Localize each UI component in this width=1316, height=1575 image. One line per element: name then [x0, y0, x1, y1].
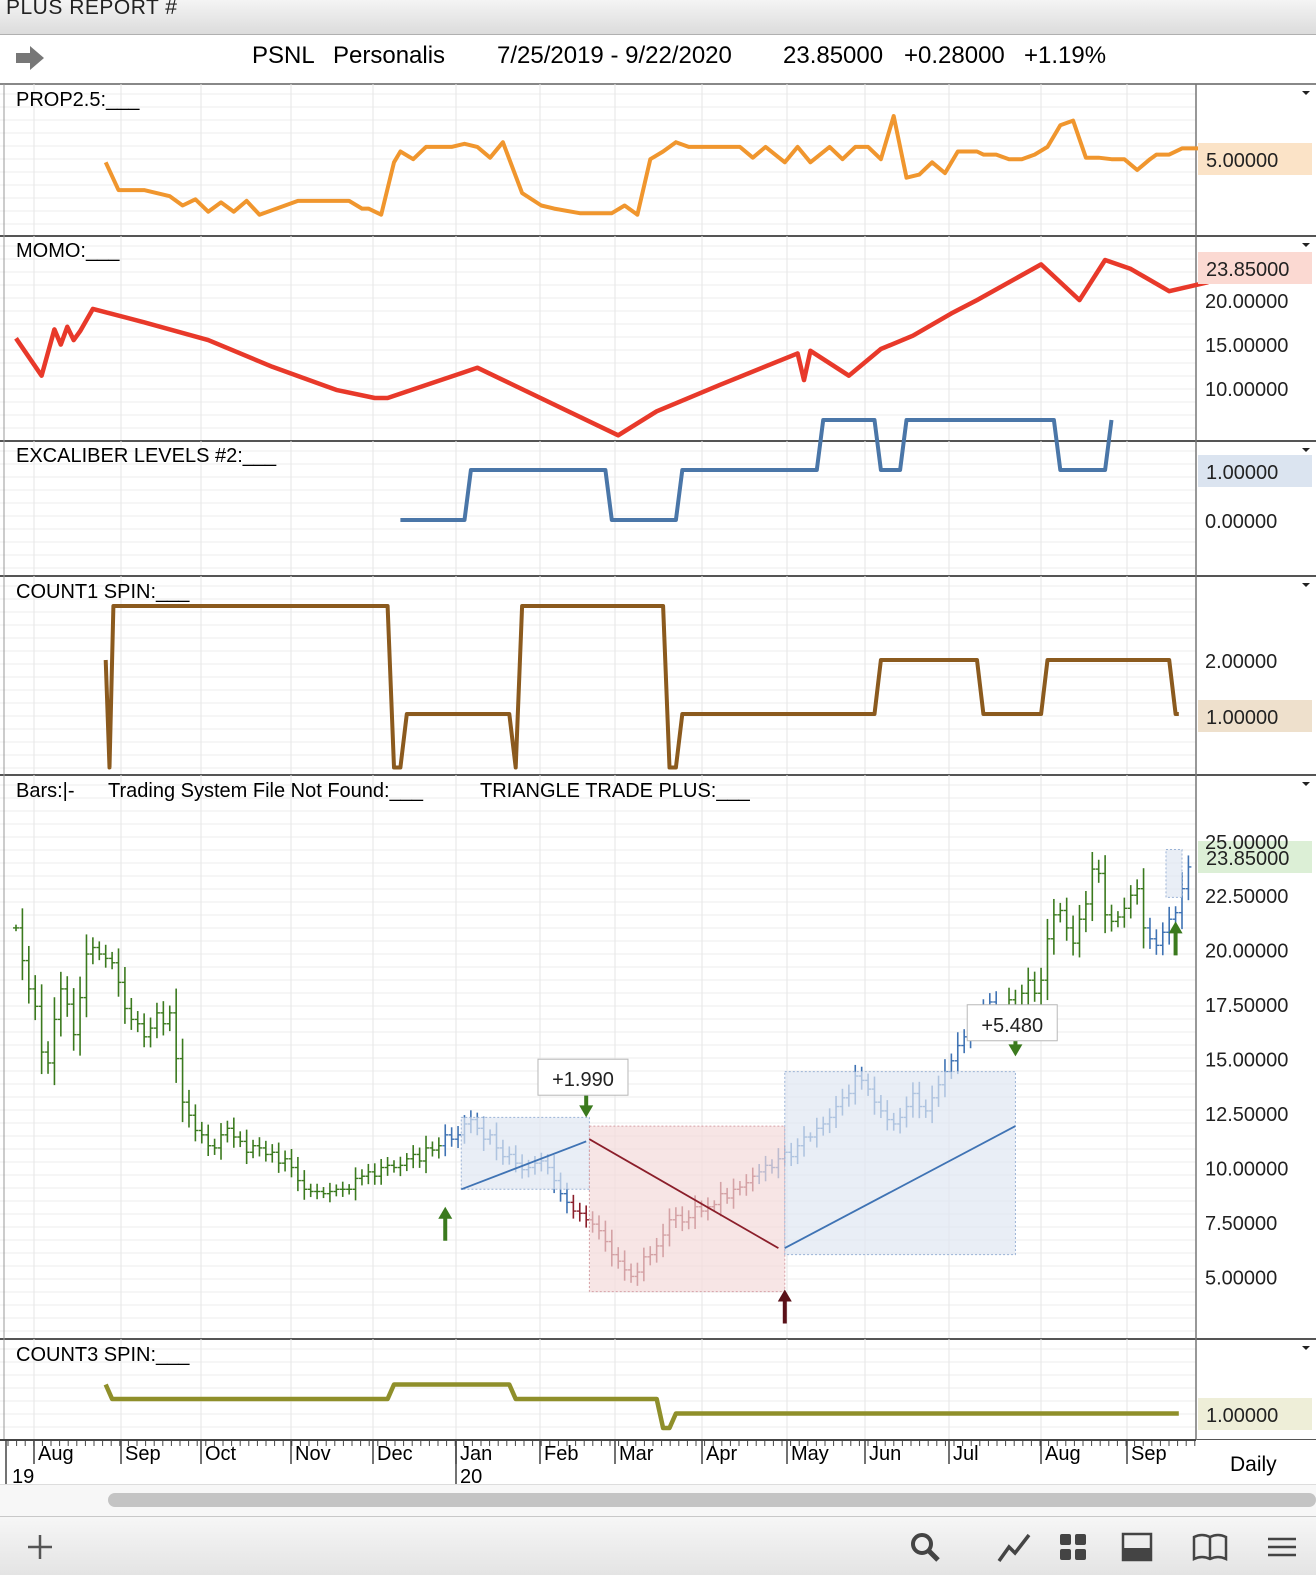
search-icon[interactable] [905, 1527, 945, 1567]
period-select[interactable]: Daily [1230, 1453, 1277, 1476]
panel-title-prop: PROP2.5:___ [16, 89, 140, 111]
trade-box-long-3 [1165, 848, 1183, 898]
legend-trading-system: Trading System File Not Found:___ [108, 780, 424, 802]
company-name: Personalis [333, 42, 446, 69]
menu-icon[interactable] [1262, 1527, 1302, 1567]
panel-menu-icon[interactable] [1302, 448, 1310, 452]
prop-last-label-bg [1198, 143, 1312, 175]
panel-title-momo: MOMO:___ [16, 240, 120, 262]
panel-menu-icon[interactable] [1302, 782, 1310, 786]
legend-triangle-trade: TRIANGLE TRADE PLUS:___ [480, 780, 751, 802]
trade-trend-line-1 [460, 1140, 587, 1191]
signal-buy-arrow [438, 1206, 453, 1241]
prop-line [103, 114, 1234, 217]
symbol-header: PSNL Personalis 7/25/2019 - 9/22/2020 23… [0, 35, 1316, 85]
count1-last-label: 1.00000 [1206, 707, 1278, 729]
momo-last-label: 23.85000 [1206, 259, 1289, 281]
month-label: Aug [1045, 1443, 1081, 1465]
count3-last-label: 1.00000 [1206, 1405, 1278, 1427]
panel-menu-icon[interactable] [1302, 1346, 1310, 1350]
month-label: Dec [377, 1443, 413, 1465]
price-tick-label: 17.50000 [1205, 995, 1288, 1017]
trade-box-long-2 [784, 1071, 1016, 1256]
month-label: Jun [869, 1443, 901, 1465]
month-label: Oct [205, 1443, 237, 1465]
month-label: May [791, 1443, 829, 1465]
window-title-bar: PLUS REPORT # [0, 0, 1316, 35]
trade-box-long-1 [460, 1116, 590, 1190]
count1-tick-label: 2.00000 [1205, 651, 1277, 673]
year-label: 19 [12, 1466, 34, 1484]
excaliber-line [400, 418, 1114, 522]
signal-buy-arrow [1168, 921, 1183, 956]
month-label: Jul [953, 1443, 979, 1465]
horizontal-scrollbar[interactable] [108, 1493, 1316, 1507]
panel-layout-icon[interactable] [1117, 1527, 1157, 1567]
momo-last-label-bg [1198, 252, 1312, 284]
symbol-label: PSNL [252, 42, 315, 69]
add-icon[interactable] [20, 1527, 60, 1567]
trade-trend-line-short [588, 1138, 779, 1249]
grid-layout-icon[interactable] [1053, 1527, 1093, 1567]
price-tick-label: 10.00000 [1205, 1159, 1288, 1181]
price-change: +0.28000 [904, 42, 1005, 69]
panel-menu-icon[interactable] [1302, 243, 1310, 247]
percent-change: +1.19% [1024, 42, 1107, 69]
momo-tick-label: 20.00000 [1205, 291, 1288, 313]
count3-last-label-bg [1198, 1398, 1312, 1430]
profit-label-2-box [966, 1004, 1058, 1042]
month-label: Sep [125, 1443, 161, 1465]
window-title: PLUS REPORT # [6, 0, 178, 19]
month-label: Mar [619, 1443, 654, 1465]
excaliber-last-label: 1.00000 [1206, 462, 1278, 484]
panel-title-count3: COUNT3 SPIN:___ [16, 1344, 190, 1366]
month-label: Aug [38, 1443, 74, 1465]
bars-last-label-bg [1198, 841, 1312, 873]
month-label: Jan [460, 1443, 492, 1465]
price-tick-label: 25.00000 [1205, 832, 1288, 854]
month-label: Nov [295, 1443, 331, 1465]
line-chart-icon[interactable] [995, 1527, 1035, 1567]
panel-title-count1: COUNT1 SPIN:___ [16, 581, 190, 603]
price-tick-label: 20.00000 [1205, 941, 1288, 963]
bars-last-label: 23.85000 [1206, 848, 1289, 870]
trade-trend-line-2 [784, 1125, 1016, 1249]
time-axis-bg [0, 1440, 1316, 1484]
bottom-toolbar [0, 1516, 1316, 1575]
count1-last-label-bg [1198, 700, 1312, 732]
profit-label-1: +1.990 [552, 1069, 614, 1091]
panel-title-excaliber: EXCALIBER LEVELS #2:___ [16, 445, 277, 467]
excaliber-tick-label: 0.00000 [1205, 511, 1277, 533]
count1-line [103, 604, 1179, 770]
date-range: 7/25/2019 - 9/22/2020 [497, 42, 732, 69]
month-label: Feb [544, 1443, 578, 1465]
momo-line [14, 257, 1235, 438]
signal-exit-arrow [579, 1083, 594, 1118]
momo-tick-label: 10.00000 [1205, 379, 1288, 401]
price-tick-label: 7.50000 [1205, 1213, 1277, 1235]
profit-label-1-box [537, 1058, 629, 1096]
trade-box-short [588, 1125, 786, 1293]
month-label: Sep [1131, 1443, 1167, 1465]
month-label: Apr [706, 1443, 737, 1465]
price-tick-label: 15.00000 [1205, 1050, 1288, 1072]
price-tick-label: 5.00000 [1205, 1267, 1277, 1289]
excaliber-last-label-bg [1198, 455, 1312, 487]
signal-cover-arrow [777, 1289, 792, 1324]
price-tick-label: 12.50000 [1205, 1104, 1288, 1126]
momo-tick-label: 15.00000 [1205, 335, 1288, 357]
panel-menu-icon[interactable] [1302, 583, 1310, 587]
prop-last-label: 5.00000 [1206, 150, 1278, 172]
go-arrow-icon[interactable] [16, 45, 46, 71]
last-price: 23.85000 [783, 42, 884, 69]
book-icon[interactable] [1190, 1527, 1230, 1567]
count3-line [103, 1382, 1179, 1431]
year-label: 20 [460, 1466, 482, 1484]
chart-area[interactable]: PROP2.5:___ 5.00000 MOMO:___ 20.00000 15.000… [0, 84, 1316, 1484]
price-tick-label: 22.50000 [1205, 886, 1288, 908]
panel-menu-icon[interactable] [1302, 91, 1310, 95]
panel-title-bars: Bars:|- [16, 780, 75, 802]
profit-label-2: +5.480 [981, 1015, 1043, 1037]
